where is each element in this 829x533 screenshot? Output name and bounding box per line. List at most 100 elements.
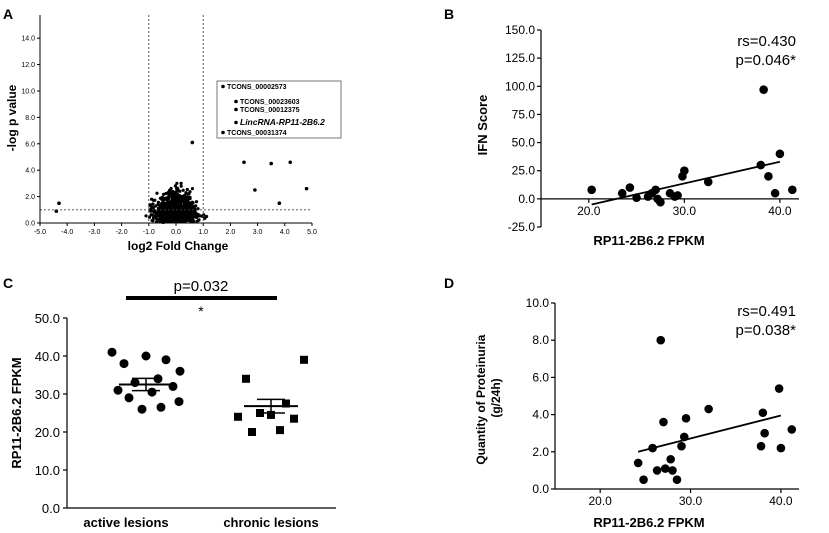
panel-b-point-16 [756, 160, 766, 170]
panel-a-point [175, 208, 179, 212]
panel-a-point [153, 198, 157, 202]
panel-b-y-tick-label: 25.0 [512, 164, 536, 178]
panel-a-legend-marker [234, 120, 238, 125]
panel-c-y-tick-label: 30.0 [35, 387, 60, 402]
panel-a-point [151, 202, 155, 206]
panel-b-point-1 [587, 185, 596, 195]
panel-a-point [148, 203, 152, 207]
panel-a-point [172, 202, 176, 206]
panel-a-outlier-point-2 [57, 201, 61, 205]
panel-d-point-3 [648, 443, 657, 453]
panel-c-active-point-13 [156, 402, 166, 412]
panel-label-b: B [444, 6, 454, 22]
panel-b-scatter: -25.0 0.0 25.0 50.0 75.0 100.0 125.0 150.0 20.0… [475, 23, 799, 248]
panel-d-point-5 [656, 335, 666, 345]
panel-a-point [164, 197, 169, 201]
panel-a-point [161, 218, 165, 222]
panel-d-point-11 [677, 441, 686, 451]
panel-c-y-tick-label: 40.0 [35, 349, 60, 364]
panel-a-plot-area: -5.0 -4.0 -3.0 -2.0 -1.0 0.0 1.0 2.0 3.0 4.0 5.0 0… [21, 15, 317, 236]
panel-b-point-9 [656, 197, 665, 207]
panel-c-p-value: p=0.032 [174, 278, 229, 295]
panel-d-fit-line [637, 414, 782, 453]
panel-a-point [185, 187, 189, 192]
panel-d-point-8 [666, 454, 675, 464]
panel-a-legend-label: TCONS_00031374 [227, 130, 287, 137]
panel-a-point [165, 219, 169, 223]
panel-d-y-tick-label: 10.0 [526, 296, 550, 310]
panel-a-outlier-point-4 [304, 186, 309, 191]
panel-label-a: A [3, 6, 13, 22]
panel-d-y-tick-label: 0.0 [532, 482, 549, 496]
panel-c-active-point-14 [137, 404, 147, 414]
panel-a-legend-label: TCONS_00012375 [240, 107, 300, 114]
panel-b-point-20 [775, 149, 785, 159]
panel-a-y-tick-label: 4.0 [25, 168, 35, 175]
panel-a-legend-items: TCONS_00002573 TCONS_00023603TCONS_000123… [221, 84, 325, 137]
panel-a-point [178, 218, 182, 222]
panel-a-point [205, 214, 209, 219]
panel-a-point [175, 181, 179, 185]
panel-a-point [177, 213, 181, 217]
panel-b-y-tick-label: 0.0 [518, 192, 535, 206]
panel-a-x-tick-label: -3.0 [88, 229, 100, 236]
panel-a-point [150, 218, 154, 223]
panel-a-point [178, 205, 182, 209]
panel-c-active-point-9 [113, 385, 123, 395]
panel-a-point [178, 189, 182, 193]
panel-d-point-19 [776, 443, 786, 453]
panel-d-y-tick-label: 4.0 [532, 408, 549, 422]
panel-a-point [189, 202, 193, 206]
panel-a-y-tick-label: 0.0 [25, 221, 35, 228]
panel-a-x-tick-label: -1.0 [143, 229, 155, 236]
panel-c-y-tick-label: 20.0 [35, 425, 60, 440]
panel-b-point-21 [788, 185, 797, 195]
panel-a-y-tick-label: 8.0 [25, 115, 35, 122]
panel-d-annotation-p: p=0.038* [736, 322, 797, 339]
panel-d-x-tick-label: 30.0 [679, 494, 703, 508]
panel-a-point [186, 192, 190, 196]
panel-a-point [164, 213, 168, 217]
panel-a-legend-label: TCONS_00023603 [240, 99, 300, 106]
panel-a-point [172, 191, 176, 195]
panel-a-x-tick-label: 2.0 [226, 229, 236, 236]
panel-a-point [149, 213, 153, 217]
panel-c-active-point-7 [130, 378, 140, 388]
panel-b-y-tick-label: 100.0 [505, 79, 535, 93]
panel-d-point-15 [756, 441, 766, 451]
panel-c-active-point-3 [161, 355, 171, 365]
panel-a-volcano-plot: -5.0 -4.0 -3.0 -2.0 -1.0 0.0 1.0 2.0 3.0 4.0 5.0 0… [5, 15, 342, 253]
panel-a-x-ticks: -5.0 -4.0 -3.0 -2.0 -1.0 0.0 1.0 2.0 3.0 4.0 5.0 [34, 223, 317, 236]
panel-c-y-tick-label: 0.0 [42, 501, 60, 516]
panel-b-point-2 [617, 188, 627, 198]
panel-c-category-chronic: chronic lesions [223, 515, 318, 530]
panel-d-x-axis-label: RP11-2B6.2 FPKM [593, 515, 704, 530]
panel-a-outlier-point-8 [277, 201, 282, 205]
panel-c-active-point-10 [147, 387, 157, 397]
panel-b-y-tick-label: 150.0 [505, 23, 535, 37]
panel-a-x-tick-label: -2.0 [116, 229, 128, 236]
panel-a-outlier-point-7 [242, 160, 246, 165]
panel-a-point [162, 201, 166, 205]
panel-c-y-tick-label: 10.0 [35, 463, 60, 478]
panel-a-point [160, 202, 164, 207]
panel-d-point-16 [758, 408, 768, 418]
panel-b-annotation-rs: rs=0.430 [737, 33, 796, 50]
panel-a-point [169, 202, 173, 206]
panel-b-x-tick-label: 20.0 [577, 204, 601, 218]
panel-c-chronic-point-7 [290, 414, 298, 423]
panel-b-points [587, 85, 797, 207]
panel-c-y-axis-label: RP11-2B6.2 FPKM [9, 357, 24, 468]
panel-d-y-tick-label: 6.0 [532, 370, 549, 384]
panel-a-legend-marker [234, 99, 238, 104]
panel-a-point [159, 211, 163, 215]
panel-b-point-3 [625, 183, 635, 192]
panel-a-point [195, 220, 199, 224]
panel-c-mean-sem [119, 377, 298, 414]
panel-a-y-ticks: 0.0 2.0 4.0 6.0 8.0 10.0 12.0 14.0 [21, 36, 40, 228]
panel-a-outlier-point-1 [190, 140, 195, 145]
panel-a-y-axis-label: -log p value [5, 84, 19, 151]
panel-b-point-17 [759, 85, 768, 94]
panel-c-chronic-point-9 [248, 428, 256, 436]
panel-a-y-tick-label: 10.0 [21, 89, 35, 96]
